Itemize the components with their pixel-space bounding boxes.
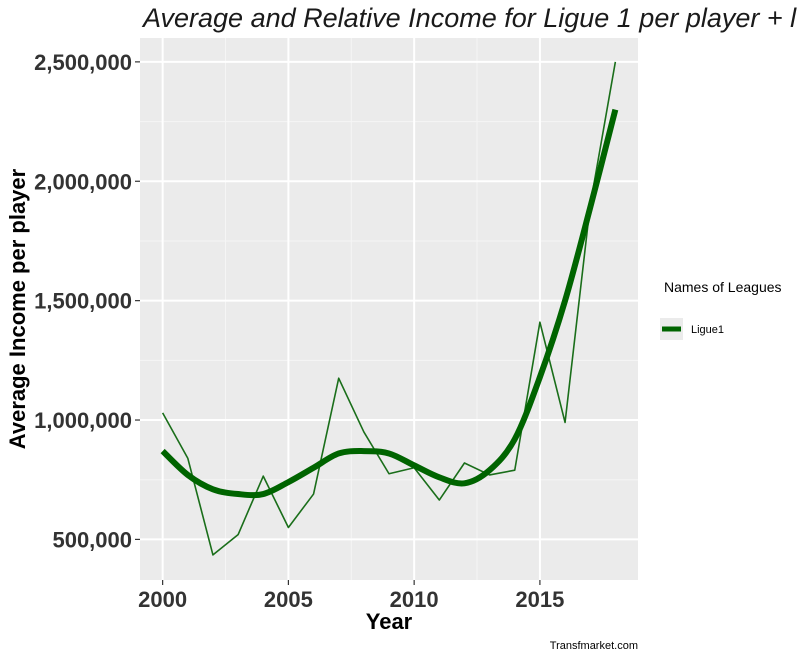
y-axis-title: Average Income per player: [5, 168, 30, 449]
y-tick-label: 1,500,000: [34, 289, 132, 314]
x-tick-label: 2010: [390, 587, 439, 612]
x-axis-title: Year: [366, 609, 413, 634]
y-tick-label: 2,500,000: [34, 50, 132, 75]
x-tick-label: 2015: [515, 587, 564, 612]
series-line-ligue1-smooth: [160, 108, 619, 499]
legend: Names of Leagues Ligue1: [660, 279, 782, 340]
x-axis-ticks: 2000 2005 2010 2015: [138, 580, 564, 612]
x-tick-label: 2000: [138, 587, 187, 612]
x-tick-label: 2005: [264, 587, 313, 612]
legend-label-ligue1: Ligue1: [691, 324, 724, 336]
y-tick-label: 1,000,000: [34, 408, 132, 433]
y-tick-label: 500,000: [52, 527, 132, 552]
caption: Transfmarket.com: [550, 640, 638, 652]
y-tick-label: 2,000,000: [34, 169, 132, 194]
y-axis-ticks: 500,000 1,000,000 1,500,000 2,000,000 2,500,…: [34, 50, 140, 552]
series-layer: [160, 61, 619, 556]
major-gridlines: [140, 38, 638, 580]
series-line-ligue1-raw: [161, 61, 617, 556]
minor-gridlines: [140, 38, 638, 580]
legend-title: Names of Leagues: [664, 279, 782, 295]
chart-title: Average and Relative Income for Ligue 1 …: [141, 3, 797, 33]
